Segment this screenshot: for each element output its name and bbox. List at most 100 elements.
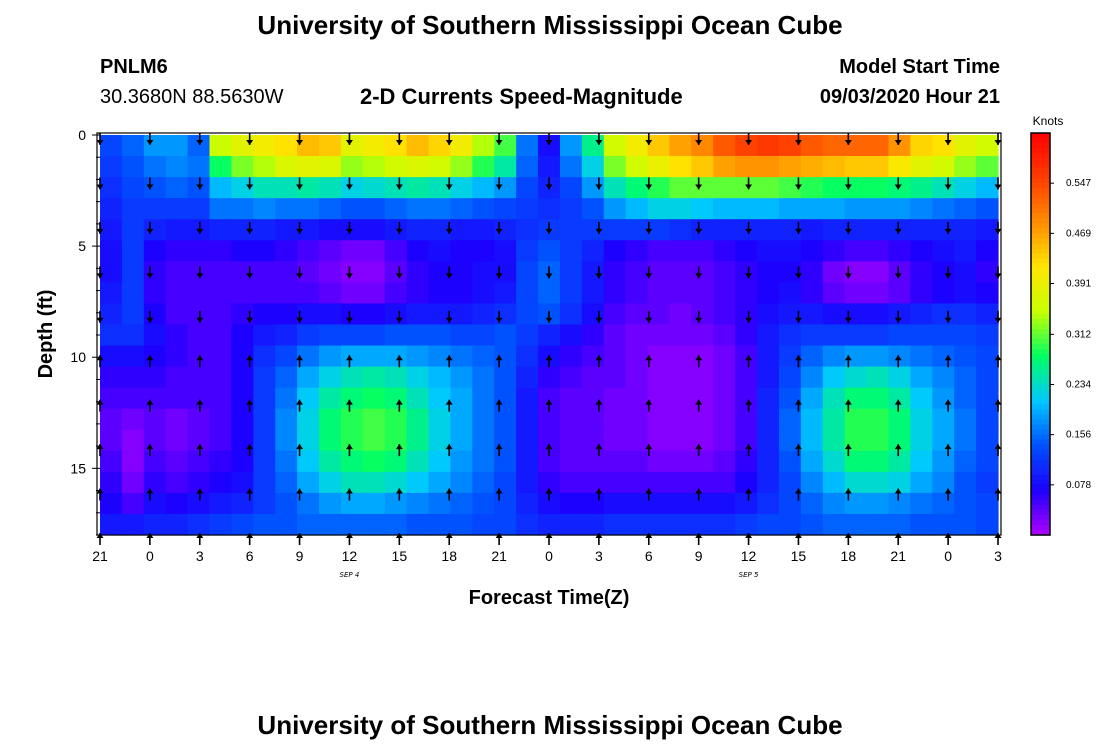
heatmap-cell [669, 135, 692, 157]
heatmap-cell [275, 450, 298, 473]
heatmap-cell [406, 282, 430, 305]
heatmap-cell [319, 366, 342, 389]
heatmap-cell [362, 408, 386, 431]
heatmap-cell [340, 387, 364, 410]
heatmap-cell [428, 219, 452, 241]
current-arrow-head [196, 317, 204, 323]
heatmap-cell [319, 135, 342, 157]
current-arrow-head [545, 355, 553, 361]
colorbar-segment [1031, 394, 1050, 400]
current-arrow-head [246, 317, 254, 323]
heatmap-cell [976, 387, 999, 410]
heatmap-cell [844, 324, 868, 347]
heatmap-cell [735, 324, 758, 347]
heatmap-cell [494, 471, 517, 494]
heatmap-cell [822, 513, 846, 536]
heatmap-cell [647, 282, 671, 305]
current-arrow-head [495, 184, 503, 190]
heatmap-cell [910, 324, 933, 347]
heatmap-cell [428, 387, 452, 410]
current-arrow-head [395, 399, 403, 405]
heatmap-cell [384, 387, 408, 410]
heatmap-cell [954, 408, 977, 431]
heatmap-cell [121, 387, 145, 410]
heatmap-cell [647, 387, 671, 410]
heatmap-cell [822, 366, 846, 389]
heatmap-cell [757, 177, 780, 199]
heatmap-cell [297, 408, 320, 431]
current-direction-arrows [96, 133, 1002, 545]
current-arrow-head [745, 228, 753, 234]
current-arrow-head [545, 228, 553, 234]
heatmap-cell [735, 345, 758, 368]
heatmap-cell [428, 135, 452, 157]
heatmap-cell [319, 429, 342, 452]
heatmap-cell [384, 240, 408, 262]
current-arrow-head [645, 184, 653, 190]
heatmap-cell [713, 219, 736, 241]
current-arrow-head [146, 228, 154, 234]
heatmap-cell [757, 303, 780, 326]
current-arrow-head [994, 355, 1002, 361]
heatmap-cell [121, 282, 145, 305]
heatmap-cell [297, 219, 320, 241]
heatmap-cell [603, 408, 627, 431]
colorbar-segment [1031, 504, 1050, 511]
heatmap-cell [910, 135, 933, 157]
current-arrow-head [196, 444, 204, 450]
heatmap-cell [976, 324, 999, 347]
heatmap-cell [231, 408, 254, 431]
heatmap-cell [866, 345, 890, 368]
heatmap-cell [735, 366, 758, 389]
heatmap-cell [778, 450, 802, 473]
x-tick-label: 6 [645, 548, 653, 564]
heatmap-cell [691, 219, 714, 241]
heatmap-cell [932, 261, 955, 283]
colorbar-unit-label: Knots [1033, 114, 1064, 128]
heatmap-cell [187, 198, 211, 220]
heatmap-cell [844, 471, 868, 494]
heatmap-cell [187, 429, 211, 452]
heatmap-cell [757, 261, 780, 283]
x-tick-label: 15 [392, 548, 408, 564]
heatmap-cell [932, 324, 955, 347]
colorbar-tick-label: 0.156 [1066, 430, 1091, 441]
current-arrow-head [695, 317, 703, 323]
heatmap-cell [516, 156, 539, 178]
heatmap-cell [866, 282, 890, 305]
heatmap-cell [319, 513, 342, 536]
heatmap-cell [165, 387, 189, 410]
heatmap-cell [253, 282, 276, 305]
heatmap-cell [165, 198, 189, 220]
heatmap-cell [976, 198, 999, 220]
heatmap-cell [494, 135, 517, 157]
heatmap-cell [340, 135, 364, 157]
heatmap-cell [647, 261, 671, 283]
heatmap-cell [735, 471, 758, 494]
current-arrow-head [395, 488, 403, 494]
heatmap-cell [713, 240, 736, 262]
heatmap-cell [340, 198, 364, 220]
colorbar-segment [1031, 354, 1050, 360]
heatmap-cell [187, 492, 211, 515]
heatmap-cell [822, 324, 846, 347]
current-arrow-head [994, 399, 1002, 405]
heatmap-cell [253, 219, 276, 241]
heatmap-cell [976, 492, 999, 515]
heatmap-cell [297, 513, 320, 536]
chart-subtitle: 2-D Currents Speed-Magnitude [360, 84, 683, 109]
heatmap-cell [954, 513, 977, 536]
heatmap-cell [822, 471, 846, 494]
heatmap-cell [100, 450, 123, 473]
heatmap-cell [932, 429, 955, 452]
heatmap-cell [647, 471, 671, 494]
heatmap-cell [187, 513, 211, 536]
heatmap-cell [954, 135, 977, 157]
heatmap-cell [231, 219, 254, 241]
colorbar-segment [1031, 404, 1050, 410]
heatmap-cell [275, 513, 298, 536]
heatmap-cell [428, 408, 452, 431]
heatmap-cell [428, 261, 452, 283]
heatmap-cell [428, 303, 452, 326]
heatmap-cell [932, 450, 955, 473]
